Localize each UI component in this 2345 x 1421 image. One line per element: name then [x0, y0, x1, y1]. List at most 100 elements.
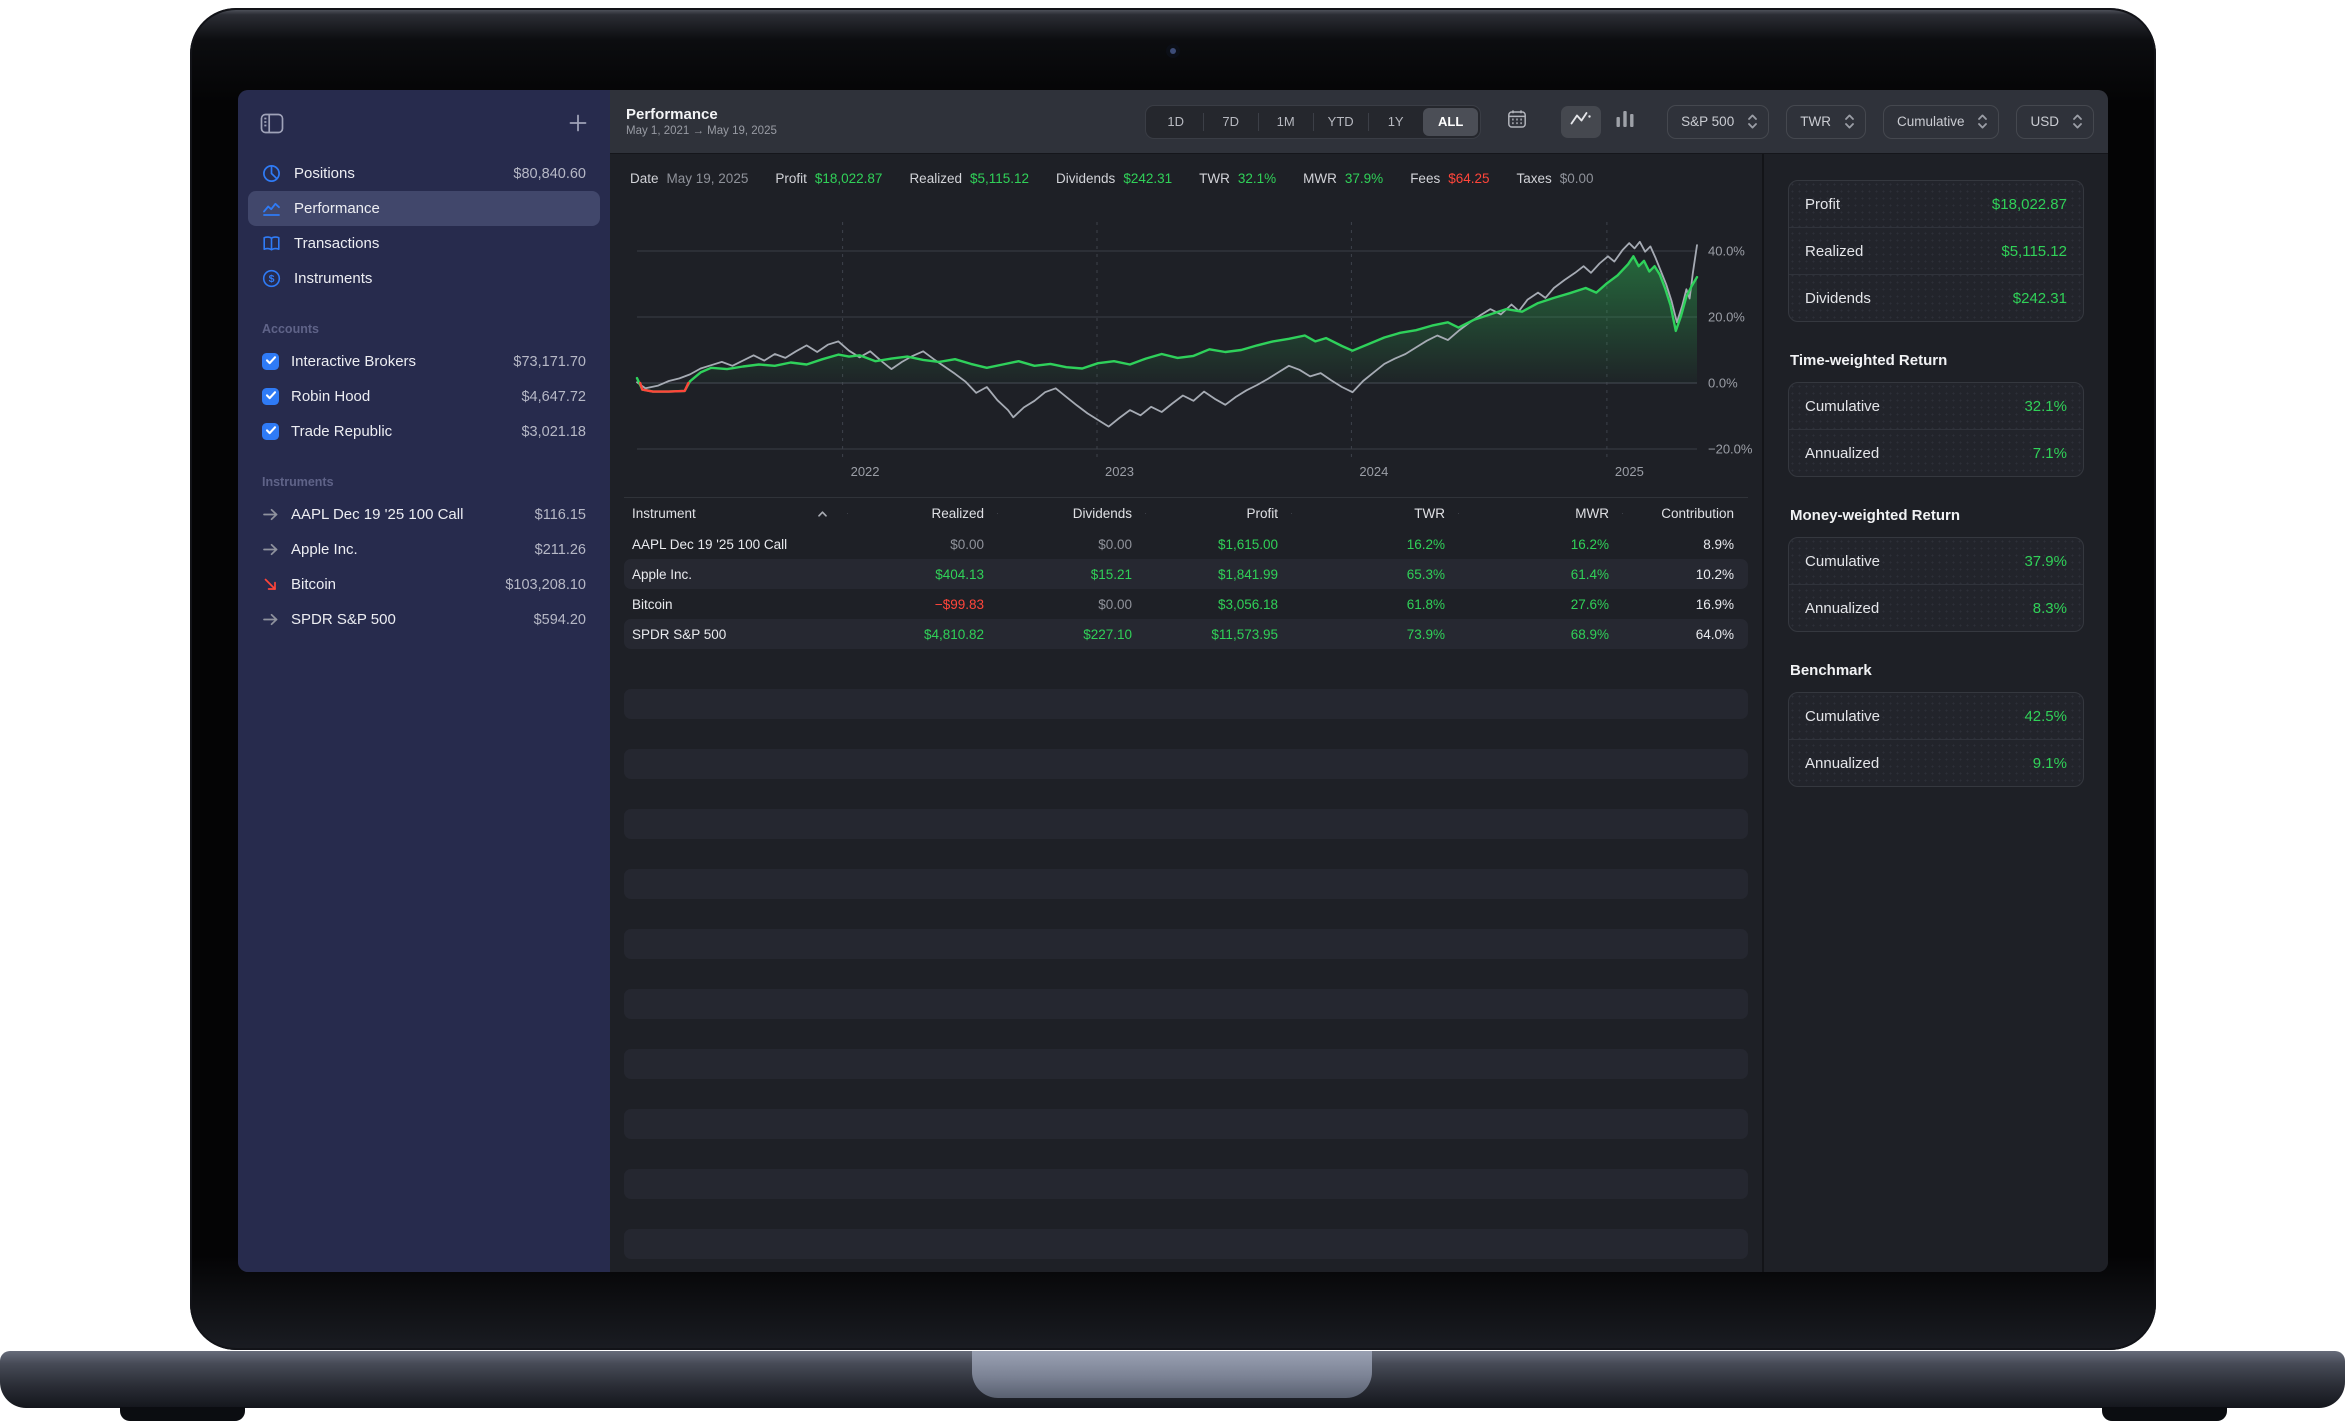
cell-twr: 65.3%	[1406, 566, 1445, 582]
cell-dividends: $227.10	[1083, 626, 1132, 642]
svg-text:2025: 2025	[1615, 464, 1644, 479]
aggregation-select[interactable]: Cumulative	[1882, 104, 2000, 139]
range-button-1y[interactable]: 1Y	[1367, 108, 1423, 136]
account-row-trade-republic[interactable]: Trade Republic $3,021.18	[248, 414, 600, 449]
calendar-button[interactable]	[1497, 106, 1537, 138]
account-name: Interactive Brokers	[291, 353, 417, 370]
currency-select[interactable]: USD	[2016, 104, 2094, 139]
calendar-icon	[1507, 109, 1527, 134]
cell-contribution: 10.2%	[1695, 566, 1734, 582]
cell-mwr: 27.6%	[1570, 596, 1609, 612]
cell-twr: 61.8%	[1406, 596, 1445, 612]
empty-table-stripe	[624, 689, 1748, 719]
sidebar-item-label: Instruments	[294, 270, 373, 287]
stat-label: MWR	[1303, 171, 1337, 186]
stat-value: $5,115.12	[969, 171, 1030, 186]
sidebar-item-performance[interactable]: Performance	[248, 191, 600, 226]
stat-value: $242.31	[1123, 171, 1173, 186]
column-header-mwr[interactable]: MWR	[1459, 506, 1623, 521]
sidebar-item-label: Performance	[294, 200, 380, 217]
column-header-label: Profit	[1246, 506, 1278, 521]
stat-realized: Realized $5,115.12	[909, 171, 1029, 186]
instrument-row-bitcoin[interactable]: Bitcoin $103,208.10	[248, 567, 600, 602]
instrument-price: $116.15	[534, 506, 586, 523]
cell-realized: $4,810.82	[923, 626, 984, 642]
toolbar: Performance May 1, 2021 → May 19, 2025 1…	[610, 90, 2108, 154]
checkmark-icon	[265, 423, 277, 440]
cell-mwr: 16.2%	[1570, 536, 1609, 552]
bar-chart-view-button[interactable]	[1605, 106, 1645, 138]
table-row-bitcoin[interactable]: Bitcoin −$99.83 $0.00 $3,056.18 61.8% 27.6% 16…	[624, 589, 1748, 619]
summary-row-value: 8.3%	[2032, 599, 2067, 617]
app-window: Positions $80,840.60 Performance Transactio…	[238, 90, 2108, 1272]
stat-label: Dividends	[1056, 171, 1116, 186]
instrument-name: SPDR S&P 500	[291, 611, 396, 628]
range-button-1m[interactable]: 1M	[1257, 108, 1313, 136]
instrument-row-apple-inc[interactable]: Apple Inc. $211.26	[248, 532, 600, 567]
cell-dividends: $0.00	[1098, 536, 1132, 552]
svg-text:2024: 2024	[1359, 464, 1388, 479]
cell-dividends: $15.21	[1090, 566, 1132, 582]
empty-table-stripe	[624, 929, 1748, 959]
line-chart-view-button[interactable]	[1561, 105, 1602, 138]
instruments-table: Instrument Realized Dividends Profit TWR MWR C…	[610, 497, 1762, 649]
instrument-row-aapl-dec-19-25-100-call[interactable]: AAPL Dec 19 '25 100 Call $116.15	[248, 497, 600, 532]
account-value: $3,021.18	[521, 423, 586, 440]
summary-heading-benchmark: Benchmark	[1790, 662, 1872, 679]
sidebar-header	[238, 90, 610, 156]
summary-heading-time-weighted-return: Time-weighted Return	[1790, 352, 1948, 369]
summary-row-profit: Profit $18,022.87	[1789, 181, 2083, 227]
column-header-profit[interactable]: Profit	[1146, 506, 1292, 521]
return-type-select[interactable]: TWR	[1786, 104, 1866, 139]
stat-value: $18,022.87	[814, 171, 883, 186]
trend-flat-icon	[262, 542, 279, 557]
sidebar-item-transactions[interactable]: Transactions	[248, 226, 600, 261]
summary-row-value: 9.1%	[2032, 754, 2067, 772]
table-row-apple-inc[interactable]: Apple Inc. $404.13 $15.21 $1,841.99 65.3% 61.…	[624, 559, 1748, 589]
performance-chart[interactable]: 2022 2023 2024 2025 40.0% 20.0% 0.0% −20.0%	[610, 196, 1762, 493]
instrument-name: Apple Inc.	[291, 541, 358, 558]
range-button-all[interactable]: ALL	[1423, 107, 1479, 136]
cell-twr: 73.9%	[1406, 626, 1445, 642]
table-header: Instrument Realized Dividends Profit TWR MWR C…	[624, 497, 1748, 529]
stat-label: Taxes	[1516, 171, 1552, 186]
cell-profit: $11,573.95	[1211, 626, 1278, 642]
cell-profit: $1,841.99	[1217, 566, 1278, 582]
summary-row-cumulative: Cumulative 42.5%	[1789, 693, 2083, 739]
account-name: Trade Republic	[291, 423, 393, 440]
table-row-spdr-s-p-500[interactable]: SPDR S&P 500 $4,810.82 $227.10 $11,573.95 73…	[624, 619, 1748, 649]
cell-contribution: 8.9%	[1703, 536, 1734, 552]
range-button-1d[interactable]: 1D	[1167, 113, 1184, 129]
instruments-section-label: Instruments	[262, 475, 334, 489]
dollar-circle-icon: $	[262, 269, 282, 288]
column-header-twr[interactable]: TWR	[1292, 506, 1459, 521]
table-row-aapl-dec-19-25-100-call[interactable]: AAPL Dec 19 '25 100 Call $0.00 $0.00 $1,615…	[624, 529, 1748, 559]
account-checkbox[interactable]	[262, 353, 279, 370]
account-row-interactive-brokers[interactable]: Interactive Brokers $73,171.70	[248, 344, 600, 379]
range-button-ytd[interactable]: YTD	[1312, 108, 1368, 136]
column-header-label: Realized	[931, 506, 984, 521]
column-header-contribution[interactable]: Contribution	[1623, 506, 1748, 521]
column-header-instrument[interactable]: Instrument	[624, 506, 848, 521]
account-row-robin-hood[interactable]: Robin Hood $4,647.72	[248, 379, 600, 414]
summary-row-label: Cumulative	[1805, 397, 1881, 415]
cell-dividends: $0.00	[1098, 596, 1132, 612]
benchmark-select[interactable]: S&P 500	[1667, 104, 1770, 139]
range-button-7d[interactable]: 7D	[1202, 108, 1258, 136]
empty-table-stripe	[624, 809, 1748, 839]
instrument-row-spdr-s-p-500[interactable]: SPDR S&P 500 $594.20	[248, 602, 600, 637]
summary-row-dividends: Dividends $242.31	[1789, 274, 2083, 321]
column-header-realized[interactable]: Realized	[848, 506, 998, 521]
column-header-dividends[interactable]: Dividends	[998, 506, 1146, 521]
summary-card-time-weighted-return: Cumulative 32.1% Annualized 7.1%	[1788, 382, 2084, 477]
summary-card-money-weighted-return: Cumulative 37.9% Annualized 8.3%	[1788, 537, 2084, 632]
cell-profit: $3,056.18	[1217, 596, 1278, 612]
sidebar-item-positions[interactable]: Positions $80,840.60	[248, 156, 600, 191]
summary-row-cumulative: Cumulative 37.9%	[1789, 538, 2083, 584]
account-checkbox[interactable]	[262, 388, 279, 405]
empty-table-stripe	[624, 1109, 1748, 1139]
add-button[interactable]	[568, 113, 588, 133]
sidebar-item-instruments[interactable]: $ Instruments	[248, 261, 600, 296]
account-checkbox[interactable]	[262, 423, 279, 440]
sidebar-toggle-icon[interactable]	[260, 113, 284, 134]
